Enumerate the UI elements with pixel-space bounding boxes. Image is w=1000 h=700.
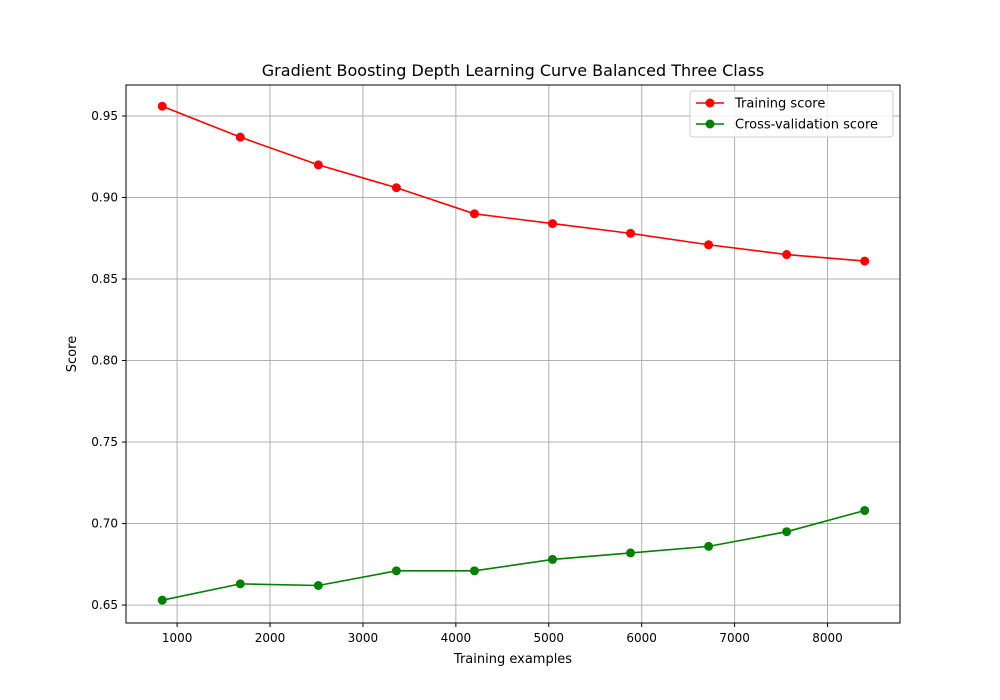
x-tick-label: 8000 xyxy=(812,631,843,645)
series-cross-validation-score xyxy=(157,506,870,605)
x-tick-label: 4000 xyxy=(441,631,472,645)
legend-box xyxy=(689,90,894,138)
data-point xyxy=(391,566,401,576)
y-tick-label: 0.75 xyxy=(91,435,118,449)
data-point xyxy=(157,595,167,605)
legend-label: Cross-validation score xyxy=(735,118,878,133)
y-tick-label: 0.70 xyxy=(91,517,118,531)
x-tick-label: 7000 xyxy=(719,631,750,645)
data-point xyxy=(391,183,401,193)
data-point xyxy=(860,506,870,516)
y-axis-label: Score xyxy=(65,336,80,372)
data-point xyxy=(782,250,792,260)
data-point xyxy=(469,566,479,576)
legend-marker xyxy=(705,119,715,129)
series-line xyxy=(161,105,865,262)
data-point xyxy=(704,240,714,250)
data-point xyxy=(313,160,323,170)
y-tick-label: 0.65 xyxy=(91,598,118,612)
grid xyxy=(126,85,900,623)
chart-title: Gradient Boosting Depth Learning Curve B… xyxy=(262,61,764,80)
y-tick-label: 0.95 xyxy=(91,109,118,123)
data-point xyxy=(547,554,557,564)
y-tick-label: 0.80 xyxy=(91,354,118,368)
data-point xyxy=(313,581,323,591)
data-point xyxy=(469,209,479,219)
legend-marker xyxy=(705,98,715,108)
data-point xyxy=(626,548,636,558)
series-line xyxy=(162,509,865,601)
x-tick-label: 1000 xyxy=(162,631,193,645)
x-axis-label: Training examples xyxy=(453,652,572,667)
x-tick-label: 5000 xyxy=(533,631,564,645)
data-point xyxy=(626,228,636,238)
data-point xyxy=(860,256,870,266)
data-point xyxy=(235,132,245,142)
y-tick-label: 0.85 xyxy=(91,272,118,286)
y-tick-label: 0.90 xyxy=(91,190,118,204)
data-point xyxy=(157,101,167,111)
plot-frame xyxy=(125,84,901,624)
x-tick-label: 6000 xyxy=(626,631,657,645)
data-point xyxy=(704,541,714,551)
data-point xyxy=(547,219,557,229)
data-point xyxy=(235,579,245,589)
axis-ticks: 1000 2000 3000 4000 5000 6000 7000 8000 0.65 0.70… xyxy=(91,109,843,645)
legend-label: Training score xyxy=(734,97,825,112)
legend: Training score Cross-validation score xyxy=(689,90,894,138)
series-layer xyxy=(157,101,870,605)
data-point xyxy=(782,527,792,537)
x-tick-label: 2000 xyxy=(255,631,286,645)
x-tick-label: 3000 xyxy=(348,631,379,645)
series-training-score xyxy=(157,101,870,266)
